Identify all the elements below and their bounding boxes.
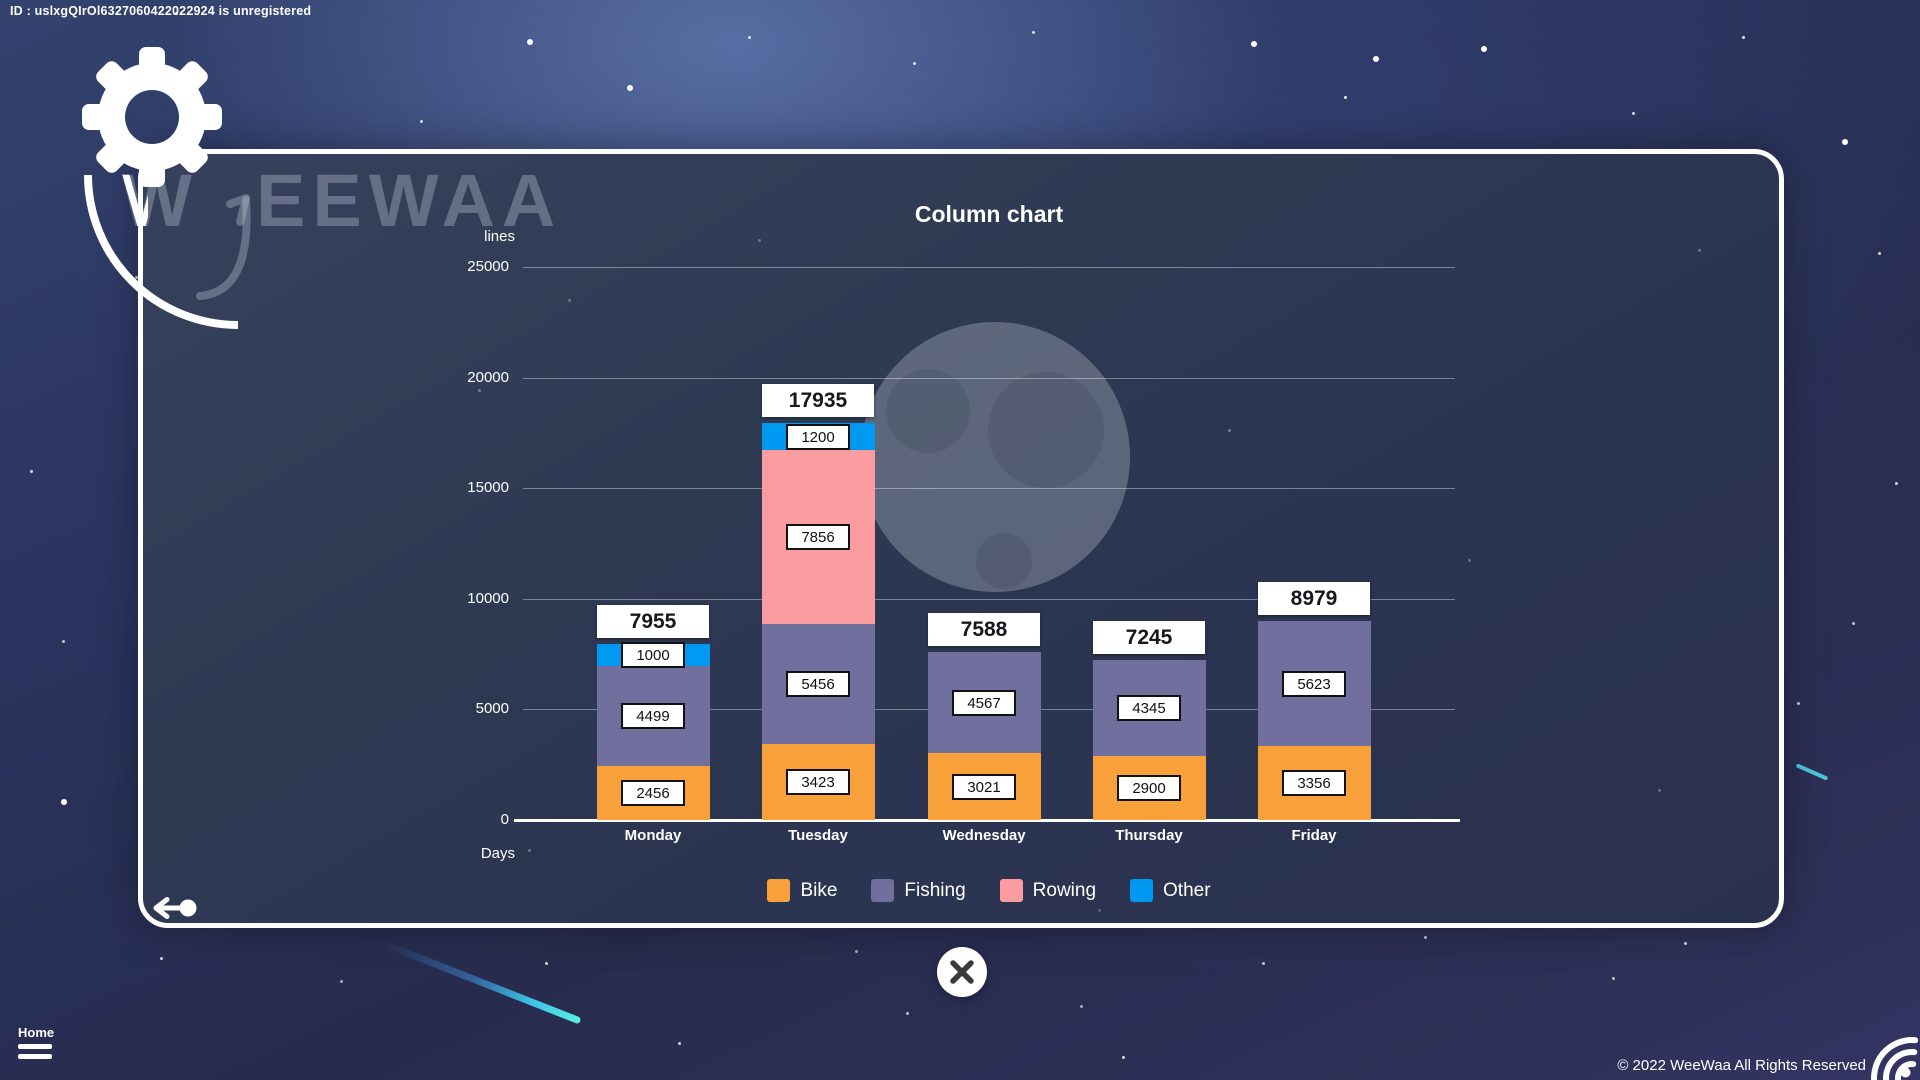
xtick-tuesday: Tuesday — [788, 827, 848, 844]
legend-swatch-other — [1130, 879, 1154, 902]
chart-title: Column chart — [914, 201, 1064, 227]
ytick-20000: 20000 — [467, 368, 509, 386]
gear-icon — [67, 45, 237, 195]
value-label-bike-tuesday: 3423 — [786, 769, 850, 796]
ytick-25000: 25000 — [467, 258, 509, 275]
dish-arc-icon — [84, 174, 239, 329]
xtick-thursday: Thursday — [1115, 827, 1183, 844]
moon-crater — [886, 369, 970, 453]
gridline-10000 — [523, 598, 1455, 600]
back-arrow-button[interactable] — [150, 895, 198, 921]
legend-label-rowing: Rowing — [1032, 879, 1097, 901]
moon-crater — [988, 372, 1104, 488]
xtick-monday: Monday — [624, 827, 682, 844]
legend-item-bike[interactable]: Bike — [767, 879, 837, 902]
legend-swatch-fishing — [871, 879, 895, 902]
comet-spark — [1795, 763, 1829, 781]
total-label-tuesday: 17935 — [762, 384, 874, 418]
value-label-bike-friday: 3356 — [1282, 769, 1346, 796]
total-label-wednesday: 7588 — [928, 613, 1040, 647]
value-label-fishing-thursday: 4345 — [1117, 694, 1181, 721]
value-label-fishing-monday: 4499 — [621, 702, 685, 729]
legend-label-fishing: Fishing — [904, 879, 966, 901]
legend-swatch-rowing — [999, 879, 1023, 902]
y-axis-label: lines — [484, 228, 515, 245]
xtick-wednesday: Wednesday — [942, 827, 1026, 844]
chart-panel: Column chart lines Days 0 5000 10000 15000 2… — [138, 149, 1784, 928]
ytick-0: 0 — [500, 811, 509, 828]
total-label-monday: 7955 — [597, 605, 709, 639]
ytick-5000: 5000 — [475, 700, 509, 718]
legend-label-other: Other — [1163, 879, 1211, 901]
ytick-10000: 10000 — [467, 589, 509, 607]
xtick-friday: Friday — [1291, 827, 1337, 844]
brand-watermark-text: EEWAA — [256, 159, 563, 242]
menu-icon[interactable] — [18, 1044, 52, 1049]
value-label-fishing-wednesday: 4567 — [952, 689, 1016, 716]
value-label-fishing-friday: 5623 — [1282, 670, 1346, 697]
close-button[interactable] — [936, 946, 988, 998]
ytick-15000: 15000 — [467, 479, 509, 497]
copyright-text: © 2022 WeeWaa All Rights Reserved — [1617, 1057, 1866, 1074]
value-label-fishing-tuesday: 5456 — [786, 670, 850, 697]
legend-item-other[interactable]: Other — [1130, 879, 1211, 902]
comet-trail — [381, 940, 582, 1025]
gridline-15000 — [523, 488, 1455, 490]
signal-logo-icon — [1871, 1037, 1918, 1080]
x-axis-line — [514, 819, 1460, 822]
gridline-20000 — [523, 377, 1455, 379]
moon-crater — [976, 533, 1032, 589]
total-label-thursday: 7245 — [1093, 620, 1205, 654]
legend-label-bike: Bike — [800, 879, 838, 901]
menu-icon[interactable] — [18, 1054, 52, 1059]
x-axis-label: Days — [480, 845, 515, 862]
total-label-friday: 8979 — [1258, 582, 1370, 616]
chart-legend: Bike Fishing Rowing Other — [523, 879, 1455, 902]
legend-item-rowing[interactable]: Rowing — [999, 879, 1097, 902]
moon-decoration — [860, 322, 1130, 592]
value-label-bike-thursday: 2900 — [1117, 774, 1181, 801]
value-label-bike-monday: 2456 — [621, 779, 685, 806]
home-button[interactable]: Home — [18, 1025, 55, 1040]
value-label-other-tuesday: 1200 — [786, 423, 850, 450]
bright-stars — [0, 0, 4, 4]
value-label-other-monday: 1000 — [621, 642, 685, 669]
gridline-25000 — [523, 267, 1455, 268]
legend-item-fishing[interactable]: Fishing — [871, 879, 966, 902]
registration-id-banner: ID : uslxgQIrOl6327060422022924 is unreg… — [10, 4, 312, 18]
legend-swatch-bike — [767, 879, 791, 902]
value-label-bike-wednesday: 3021 — [952, 773, 1016, 800]
value-label-rowing-tuesday: 7856 — [786, 523, 850, 550]
arrow-up-icon — [196, 194, 251, 300]
